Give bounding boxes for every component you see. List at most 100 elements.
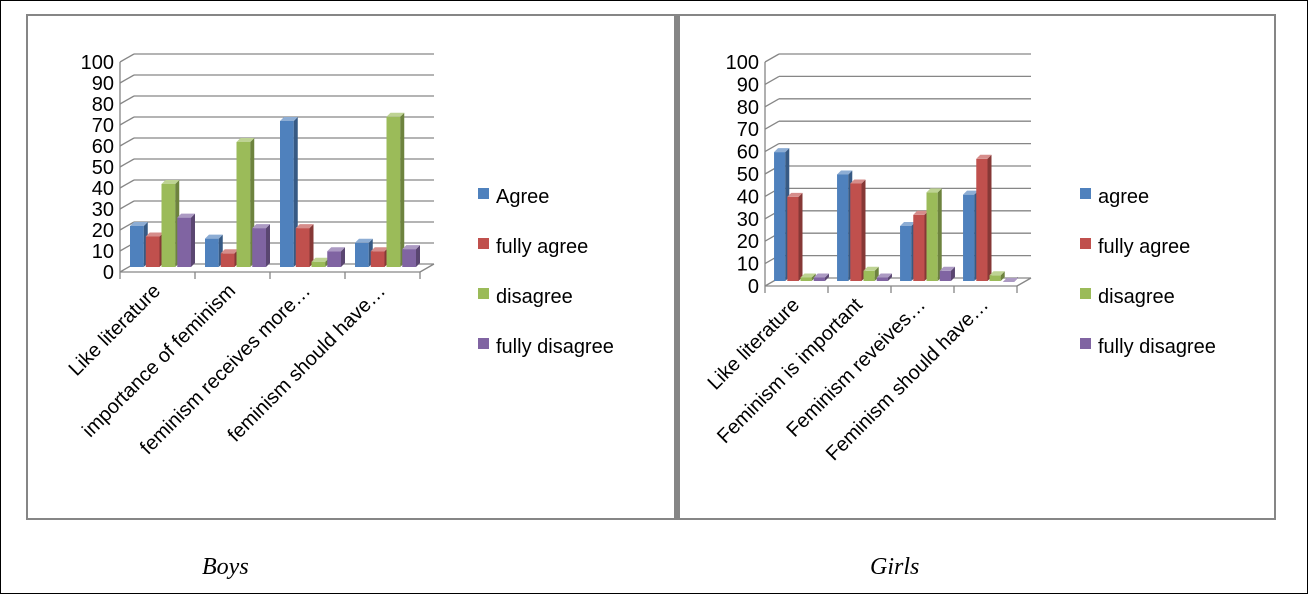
bar-front [900,226,912,281]
bar-front [863,270,875,281]
legend-swatch [478,188,489,199]
y-tick-label: 50 [737,164,759,186]
bar-top [976,154,992,159]
bar-front [976,158,988,281]
bar-top [1002,278,1018,282]
bar-top [876,273,892,278]
gridline-diag [119,179,135,189]
bar-top [850,179,866,184]
legend-label: fully agree [1098,236,1190,258]
y-tick-label: 60 [92,136,114,158]
gridline-diag [764,143,780,153]
legend-swatch [1080,288,1091,299]
bar-front [386,116,401,267]
bar-front [252,228,266,267]
floor-edge [419,263,435,273]
y-tick-label: 70 [92,115,114,137]
legend-label: disagree [496,286,573,308]
bar-agree [900,222,916,281]
bar-fully-disagree [252,224,270,267]
bar-front [205,238,219,267]
gridline-diag [119,158,135,168]
x-tick-label: importance of feminism [78,280,240,442]
bar-agree [205,234,223,267]
bar-disagree [386,112,405,267]
bar-top [787,192,803,197]
y-tick-label: 10 [92,241,114,263]
y-tick-label: 70 [737,119,759,141]
legend-swatch [1080,338,1091,349]
bar-front [355,242,369,267]
y-tick-label: 10 [737,254,759,276]
bar-fully-agree [850,179,866,281]
bar-side [861,179,866,281]
bar-disagree [161,180,180,267]
legend-swatch [478,238,489,249]
bar-side [400,112,405,267]
bar-front [161,184,176,267]
bar-top [989,271,1005,276]
bar-front [837,174,849,281]
bar-top [370,247,389,252]
y-tick-label: 0 [748,276,759,298]
bar-disagree [926,188,942,281]
gridline-diag [119,200,135,210]
bar-fully-agree [913,210,929,281]
y-tick-label: 30 [737,209,759,231]
bar-front [130,226,144,267]
bar-top [145,232,164,237]
bar-top [295,224,314,229]
bar-side [1000,271,1005,281]
bar-disagree [863,266,879,281]
bar-side [937,188,942,281]
bar-fully-disagree [1002,277,1018,282]
bar-side [416,245,420,267]
x-tick-label: feminism should have… [224,280,390,446]
bar-fully-agree [976,154,992,281]
gridline-diag [764,75,780,85]
boys-chart-panel: 0 10 20 30 40 50 60 70 80 90 100 Like literature imp… [26,14,676,520]
bar-top [800,273,816,278]
gridline-diag [119,116,135,126]
bar-fully-disagree [876,273,892,281]
y-tick-label: 20 [737,231,759,253]
bar-fully-disagree [177,213,195,267]
bar-fully-disagree [402,245,420,267]
bar-fully-agree [787,192,803,281]
bar-front [774,152,786,281]
bar-top [327,247,345,252]
y-tick-label: 100 [726,52,759,74]
bar-front [280,121,294,267]
bar-side [309,224,314,267]
boys-caption: Boys [202,554,249,580]
y-tick-label: 80 [92,94,114,116]
bar-top [386,112,405,117]
y-tick-label: 80 [737,97,759,119]
bar-side [798,192,803,281]
bar-front [800,277,812,281]
bar-front [145,236,160,267]
bar-top [355,238,373,243]
gridline-diag [764,120,780,130]
bar-front [813,277,825,281]
bar-fully-disagree [813,273,829,281]
bar-top [402,245,420,250]
bar-top [205,234,223,239]
bar-top [913,210,929,215]
bar-disagree [311,257,330,267]
bar-agree [774,148,790,281]
bar-disagree [800,273,816,281]
bar-front [989,275,1001,281]
bar-front [327,251,341,267]
bar-top [926,188,942,193]
bar-top [900,222,916,226]
bar-top [863,266,879,271]
bar-side [950,266,955,281]
bar-fully-agree [295,224,314,267]
bar-agree [355,238,373,267]
floor-edge [1016,277,1032,287]
bar-top [130,222,148,226]
bar-front [787,196,799,281]
